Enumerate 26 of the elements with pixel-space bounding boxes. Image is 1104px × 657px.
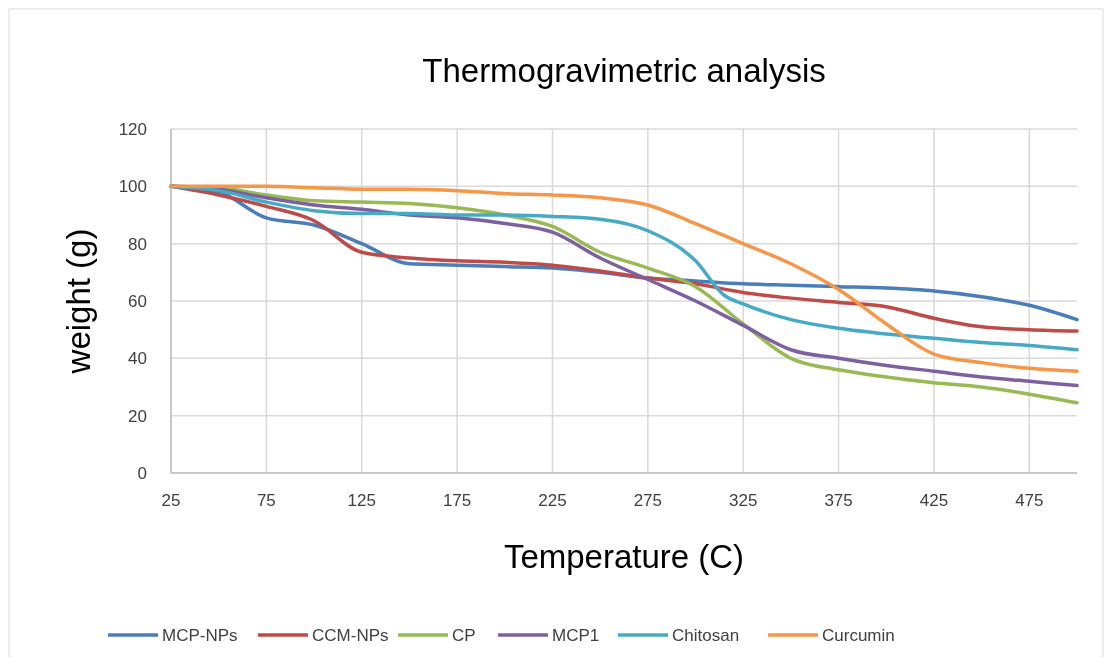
legend-label: CP <box>452 626 476 645</box>
x-tick-label: 375 <box>824 491 853 510</box>
y-tick-label: 40 <box>128 349 147 369</box>
legend-label: CCM-NPs <box>312 626 389 645</box>
legend-label: Chitosan <box>672 626 740 645</box>
x-tick-label: 475 <box>1015 491 1044 510</box>
x-tick-label: 425 <box>919 491 949 510</box>
y-tick-label: 20 <box>128 406 147 426</box>
x-tick-label: 225 <box>538 491 567 510</box>
x-axis-title: Temperature (C) <box>503 538 745 575</box>
x-tick-label: 275 <box>633 491 663 510</box>
legend-label: Curcumin <box>822 626 895 645</box>
legend-label: MCP1 <box>552 626 600 645</box>
y-axis-title: weight (g) <box>60 228 97 375</box>
y-tick-label: 80 <box>128 234 147 254</box>
x-tick-label: 25 <box>161 491 181 510</box>
y-tick-label: 60 <box>128 292 147 311</box>
legend-label: MCP-NPs <box>162 626 238 645</box>
y-tick-label: 100 <box>118 177 147 197</box>
x-tick-label: 125 <box>347 491 376 510</box>
chart-title: Thermogravimetric analysis <box>422 52 826 89</box>
y-tick-label: 120 <box>118 120 147 139</box>
x-tick-label: 75 <box>256 491 276 510</box>
x-tick-label: 175 <box>442 491 472 510</box>
y-tick-label: 0 <box>137 464 147 483</box>
x-tick-label: 325 <box>729 491 758 510</box>
